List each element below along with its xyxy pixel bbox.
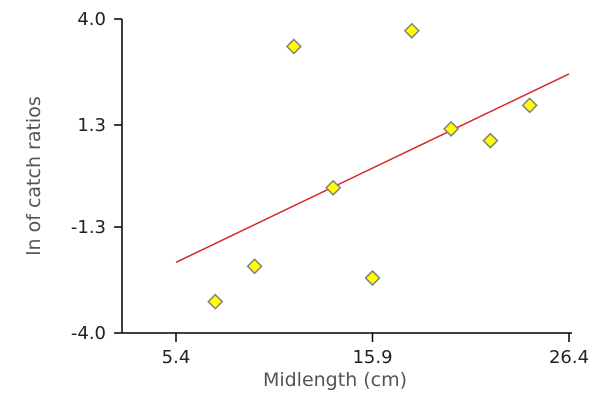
data-point: [443, 120, 460, 137]
x-tick-label: 15.9: [352, 347, 392, 368]
y-tick-label: 1.3: [77, 115, 106, 136]
data-point: [207, 293, 224, 310]
data-point: [482, 132, 499, 149]
data-point: [285, 38, 302, 55]
y-axis-title: ln of catch ratios: [23, 96, 45, 256]
data-point: [521, 97, 538, 114]
data-point: [364, 269, 381, 287]
x-tick-label: 5.4: [162, 347, 191, 368]
x-tick-label: 26.4: [549, 347, 589, 368]
trend-line: [175, 73, 570, 264]
data-point: [246, 258, 263, 275]
data-point: [403, 22, 420, 39]
y-tick-label: 4.0: [77, 9, 106, 30]
x-axis-ticks: 5.4 15.9 26.4: [162, 333, 589, 368]
data-point: [325, 179, 342, 196]
x-axis-title: Midlength (cm): [263, 369, 407, 391]
y-tick-label: -4.0: [71, 323, 106, 344]
y-axis-ticks: 4.0 1.3 -1.3 -4.0: [71, 9, 122, 344]
data-points: [207, 22, 538, 310]
y-tick-label: -1.3: [71, 217, 106, 238]
